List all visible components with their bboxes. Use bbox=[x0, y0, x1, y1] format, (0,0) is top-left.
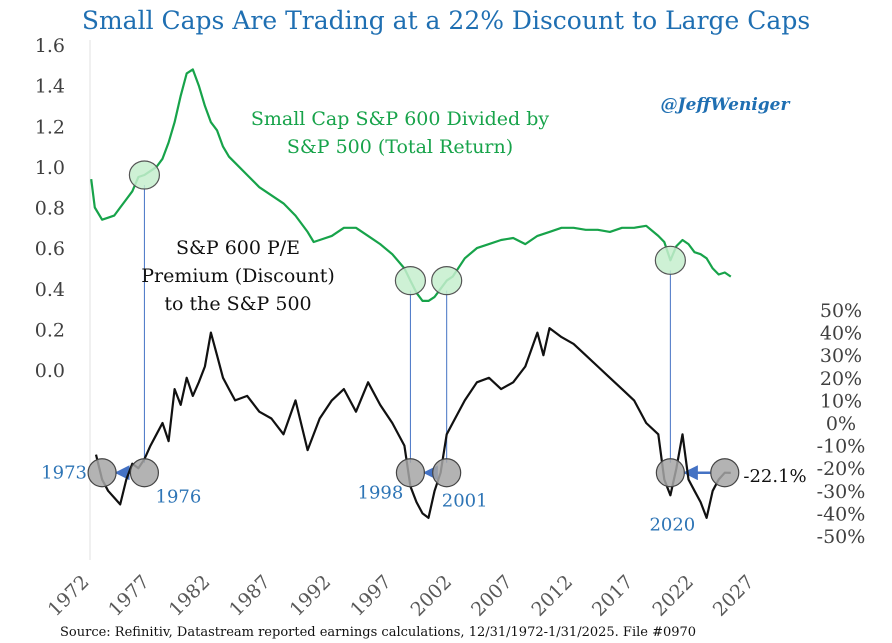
green-series-label-line2: S&P 500 (Total Return) bbox=[287, 136, 513, 158]
highlight-year-label: 1976 bbox=[156, 487, 202, 508]
black-series-label-line1: S&P 600 P/E bbox=[176, 237, 300, 259]
black-series-label-line2: Premium (Discount) bbox=[141, 265, 335, 287]
left-axis-tick-label: 0.4 bbox=[35, 279, 65, 301]
right-axis-tick-label: -30% bbox=[817, 481, 866, 503]
x-axis-tick-label: 2022 bbox=[648, 571, 698, 621]
x-axis-tick-label: 1997 bbox=[346, 571, 396, 621]
x-axis-tick-label: 2027 bbox=[709, 571, 759, 621]
x-axis-tick-label: 2007 bbox=[467, 571, 517, 621]
current-value-label: -22.1% bbox=[743, 466, 806, 487]
x-axis-tick-label: 1982 bbox=[165, 571, 215, 621]
x-axis-tick-label: 2002 bbox=[407, 571, 457, 621]
highlight-year-label: 1973 bbox=[41, 463, 87, 484]
highlight-year-labels: 1973 1976 1998 2001 2020 bbox=[41, 463, 695, 536]
x-axis-tick-label: 2012 bbox=[527, 571, 577, 621]
highlight-guides bbox=[143, 185, 671, 463]
left-axis-tick-label: 0.2 bbox=[35, 319, 65, 341]
highlight-year-label: 1998 bbox=[358, 483, 404, 504]
highlight-year-label: 2001 bbox=[442, 491, 488, 512]
gray-highlight-circle bbox=[395, 458, 426, 488]
green-highlight-circle bbox=[431, 266, 463, 296]
gray-highlight-circle bbox=[432, 458, 462, 488]
right-axis-tick-label: 40% bbox=[820, 323, 862, 345]
small-cap-ratio-line bbox=[90, 68, 732, 302]
gray-highlight-circle bbox=[129, 458, 160, 488]
right-axis-tick-label: 0% bbox=[826, 413, 856, 435]
right-axis: 50%40%30%20%10%0%-10%-20%-30%-40%-50% bbox=[817, 300, 866, 548]
green-highlight-circle bbox=[128, 160, 161, 190]
left-axis-tick-label: 1.4 bbox=[35, 76, 65, 98]
green-series-label-line1: Small Cap S&P 600 Divided by bbox=[251, 108, 550, 130]
highlight-year-label: 2020 bbox=[649, 515, 695, 536]
green-highlight-circle bbox=[394, 266, 427, 296]
gray-highlight-circle bbox=[655, 458, 685, 488]
x-axis: 1972 1977 1982 1987 1992 1997 2002 2007 2012 2017… bbox=[44, 571, 759, 621]
left-axis-tick-label: 0.0 bbox=[35, 360, 65, 382]
x-axis-tick-label: 2017 bbox=[588, 571, 638, 621]
black-series-label-line3: to the S&P 500 bbox=[164, 293, 311, 315]
left-axis-tick-label: 0.6 bbox=[35, 238, 65, 260]
right-axis-tick-label: 50% bbox=[820, 300, 862, 322]
left-axis-tick-label: 0.8 bbox=[35, 198, 65, 220]
right-axis-tick-label: 20% bbox=[820, 368, 862, 390]
left-axis-tick-label: 1.2 bbox=[35, 116, 65, 138]
green-highlight-circle bbox=[654, 245, 686, 275]
x-axis-tick-label: 1977 bbox=[104, 571, 154, 621]
x-axis-tick-label: 1992 bbox=[286, 571, 336, 621]
source-note: Source: Refinitiv, Datastream reported e… bbox=[60, 625, 696, 640]
x-axis-tick-label: 1987 bbox=[225, 571, 275, 621]
left-axis-tick-label: 1.6 bbox=[35, 35, 65, 57]
author-handle: @JeffWeniger bbox=[661, 95, 791, 115]
right-axis-tick-label: 30% bbox=[820, 345, 862, 367]
gray-highlight-circle bbox=[87, 458, 117, 488]
right-axis-tick-label: -20% bbox=[817, 458, 866, 480]
chart-title: Small Caps Are Trading at a 22% Discount… bbox=[82, 6, 810, 35]
right-axis-tick-label: -10% bbox=[817, 436, 866, 458]
left-axis: 1.6 1.4 1.2 1.0 0.8 0.6 0.4 0.2 0.0 bbox=[35, 35, 91, 560]
right-axis-tick-label: -40% bbox=[817, 503, 866, 525]
current-highlight-circle bbox=[710, 458, 740, 488]
right-axis-tick-label: -50% bbox=[817, 526, 866, 548]
right-axis-tick-label: 10% bbox=[820, 390, 862, 412]
left-axis-tick-label: 1.0 bbox=[35, 157, 65, 179]
highlight-circles bbox=[87, 160, 740, 488]
x-axis-tick-label: 1972 bbox=[44, 571, 94, 621]
